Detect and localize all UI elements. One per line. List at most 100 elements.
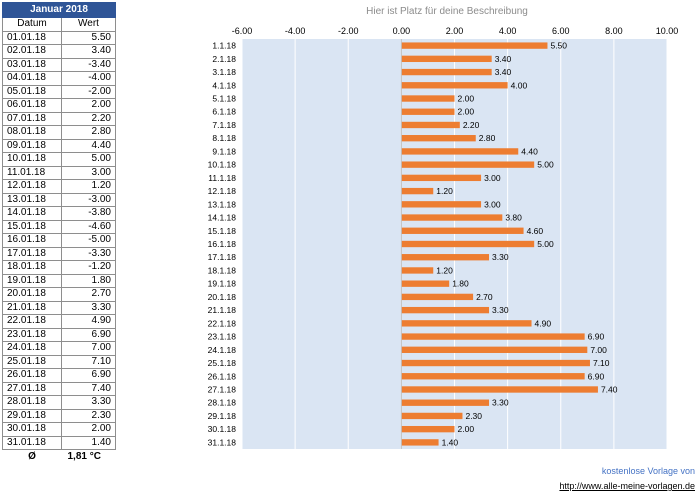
data-label: 3.30 [492, 398, 509, 408]
bar [401, 95, 455, 102]
data-label: 6.90 [588, 371, 605, 381]
x-tick-label: 2.00 [446, 26, 464, 36]
data-label: 2.20 [463, 120, 480, 130]
row-value: 6.90 [61, 368, 116, 383]
data-label: 5.50 [550, 41, 567, 51]
row-date: 20.01.18 [2, 287, 62, 302]
category-label: 18.1.18 [208, 265, 237, 275]
bar [401, 161, 535, 168]
bar [401, 55, 492, 63]
bar [401, 135, 476, 142]
row-value: 3.30 [61, 300, 116, 315]
table-row: 05.01.18 -2.00 [2, 84, 116, 99]
x-tick-label: 10.00 [656, 26, 679, 36]
data-label: 6.90 [588, 332, 605, 342]
bar [401, 386, 598, 393]
category-label: 21.1.18 [208, 305, 237, 315]
row-date: 25.01.18 [2, 354, 62, 369]
row-date: 22.01.18 [2, 314, 62, 329]
category-label: 16.1.18 [208, 239, 237, 249]
category-label: 28.1.18 [208, 398, 237, 408]
bar [401, 439, 439, 446]
category-label: 24.1.18 [208, 345, 237, 355]
category-label: 15.1.18 [208, 226, 237, 236]
table-row: 20.01.18 2.70 [2, 287, 116, 302]
x-tick-label: 4.00 [499, 26, 517, 36]
category-label: 11.1.18 [208, 173, 236, 183]
month-title: Januar 2018 [2, 2, 116, 18]
data-label: 7.40 [601, 384, 618, 394]
row-date: 23.01.18 [2, 327, 62, 342]
category-label: 23.1.18 [208, 332, 237, 342]
category-label: 26.1.18 [208, 371, 237, 381]
footer-credit: kostenlose Vorlage von [601, 466, 695, 476]
category-label: 20.1.18 [208, 292, 237, 302]
average-value: 1,81 °C [67, 451, 101, 462]
data-label: 2.80 [479, 133, 496, 143]
chart-title: Hier ist Platz für deine Beschreibung [366, 6, 528, 17]
bar [401, 280, 450, 287]
row-value: 4.90 [61, 314, 116, 329]
table-row: 08.01.18 2.80 [2, 125, 116, 140]
row-date: 01.01.18 [2, 30, 62, 45]
category-label: 6.1.18 [212, 107, 236, 117]
bar [401, 254, 490, 261]
table-row: 26.01.18 6.90 [2, 368, 116, 383]
table-row: 02.01.18 3.40 [2, 44, 116, 59]
category-label: 17.1.18 [208, 252, 237, 262]
table-row: 04.01.18 -4.00 [2, 71, 116, 86]
table-row: 25.01.18 7.10 [2, 354, 116, 369]
category-label: 22.1.18 [208, 318, 237, 328]
data-label: 3.40 [495, 67, 512, 77]
data-label: 2.00 [458, 424, 475, 434]
row-value: 3.40 [61, 44, 116, 59]
average-symbol: Ø [28, 451, 36, 462]
row-value: -2.00 [61, 84, 116, 99]
table-row: 22.01.18 4.90 [2, 314, 116, 329]
row-date: 17.01.18 [2, 246, 62, 261]
bar [401, 148, 519, 155]
bar [401, 187, 434, 195]
bar [401, 240, 535, 248]
data-label: 1.80 [452, 279, 469, 289]
table-row: 12.01.18 1.20 [2, 179, 116, 194]
bar [401, 293, 474, 301]
bar [401, 68, 492, 76]
data-label: 7.00 [590, 345, 607, 355]
bar [401, 214, 503, 221]
table-row: 18.01.18 -1.20 [2, 260, 116, 275]
data-label: 4.00 [511, 80, 528, 90]
row-value: 3.30 [61, 395, 116, 410]
table-row: 03.01.18 -3.40 [2, 57, 116, 72]
table-row: 28.01.18 3.30 [2, 395, 116, 410]
row-value: -1.20 [61, 260, 116, 275]
x-tick-label: -6.00 [232, 26, 253, 36]
data-label: 3.30 [492, 252, 509, 262]
data-label: 5.00 [537, 239, 554, 249]
category-label: 31.1.18 [208, 437, 237, 447]
row-value: 7.40 [61, 381, 116, 396]
row-value: 2.00 [61, 422, 116, 437]
category-label: 1.1.18 [212, 41, 236, 51]
table-row: 29.01.18 2.30 [2, 408, 116, 423]
footer-link[interactable]: http://www.alle-meine-vorlagen.de [559, 481, 695, 491]
table-row: 17.01.18 -3.30 [2, 246, 116, 261]
table-row: 23.01.18 6.90 [2, 327, 116, 342]
bar [401, 373, 585, 380]
table-row: 31.01.18 1.40 [2, 435, 116, 450]
row-date: 21.01.18 [2, 300, 62, 315]
bar [401, 359, 590, 367]
bar [401, 108, 455, 115]
table-row: 14.01.18 -3.80 [2, 206, 116, 221]
bar [401, 121, 460, 129]
bar [401, 174, 482, 182]
category-label: 30.1.18 [208, 424, 237, 434]
category-label: 19.1.18 [208, 279, 237, 289]
data-label: 2.30 [465, 411, 482, 421]
table-row: 24.01.18 7.00 [2, 341, 116, 356]
data-label: 5.00 [537, 160, 554, 170]
bar [401, 320, 532, 327]
category-label: 4.1.18 [212, 80, 236, 90]
row-value: 1.40 [61, 435, 116, 450]
